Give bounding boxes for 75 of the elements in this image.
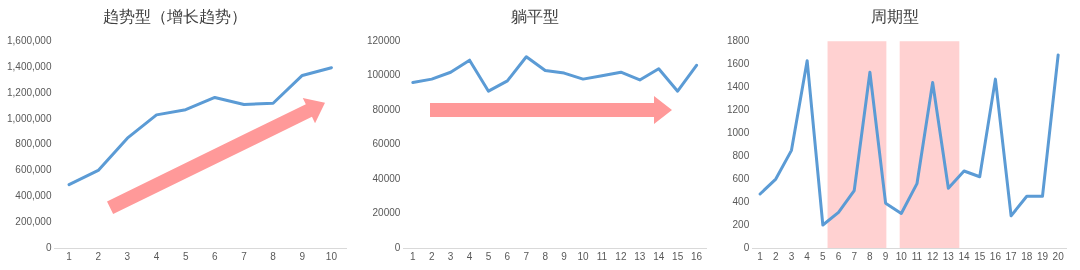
y-tick-label: 100000 [366, 69, 401, 81]
y-tick-label: 1,200,000 [6, 86, 52, 98]
x-tick-label: 19 [1036, 250, 1049, 262]
y-tick-label: 400,000 [15, 190, 52, 202]
y-tick-label: 1,400,000 [6, 60, 52, 72]
y-tick-label: 0 [45, 241, 52, 253]
y-tick-label: 400 [732, 195, 750, 207]
y-tick-label: 1000 [727, 126, 750, 138]
y-tick-label: 200,000 [15, 215, 52, 227]
x-tick-label: 10 [577, 250, 590, 262]
x-tick-label: 2 [428, 250, 435, 262]
x-tick-label: 13 [942, 250, 955, 262]
x-tick-label: 14 [653, 250, 665, 262]
y-tick-label: 0 [743, 241, 750, 253]
x-tick-label: 12 [927, 250, 939, 262]
x-tick-label: 1 [410, 250, 417, 262]
x-tick-label: 9 [561, 250, 568, 262]
x-tick-label: 7 [851, 250, 858, 262]
x-tick-label: 11 [911, 250, 923, 262]
y-tick-label: 1,000,000 [6, 112, 52, 124]
chart-title: 周期型 [871, 6, 919, 26]
x-tick-label: 5 [485, 250, 492, 262]
x-tick-label: 10 [895, 250, 908, 262]
x-tick-label: 18 [1021, 250, 1033, 262]
x-tick-label: 6 [835, 250, 842, 262]
y-tick-label: 800,000 [15, 138, 52, 150]
x-tick-label: 8 [542, 250, 549, 262]
x-tick-label: 2 [95, 250, 102, 262]
x-tick-label: 14 [958, 250, 971, 262]
y-tick-label: 600 [732, 172, 750, 184]
x-tick-label: 3 [447, 250, 454, 262]
x-tick-label: 10 [325, 250, 338, 262]
y-tick-label: 800 [732, 149, 750, 161]
x-tick-label: 20 [1052, 250, 1065, 262]
x-tick-label: 5 [820, 250, 827, 262]
y-tick-label: 80000 [372, 103, 401, 115]
y-tick-label: 600,000 [15, 164, 52, 176]
chart-title: 躺平型 [511, 6, 559, 26]
x-tick-label: 16 [690, 250, 703, 262]
x-tick-label: 1 [66, 250, 73, 262]
x-tick-label: 5 [182, 250, 189, 262]
x-tick-label: 9 [882, 250, 889, 262]
x-tick-label: 3 [124, 250, 131, 262]
x-tick-label: 2 [773, 250, 779, 262]
x-tick-label: 11 [596, 250, 608, 262]
x-tick-label: 1 [757, 250, 764, 262]
y-tick-label: 60000 [372, 138, 401, 150]
x-tick-label: 15 [672, 250, 684, 262]
y-tick-label: 1,600,000 [6, 34, 52, 46]
x-tick-label: 12 [615, 250, 627, 262]
x-tick-label: 4 [153, 250, 160, 262]
x-tick-label: 16 [989, 250, 1002, 262]
x-tick-label: 8 [270, 250, 277, 262]
y-tick-label: 1400 [727, 80, 750, 92]
x-tick-label: 13 [634, 250, 646, 262]
y-tick-label: 200 [732, 218, 750, 230]
y-tick-label: 0 [394, 241, 401, 253]
x-tick-label: 8 [867, 250, 874, 262]
y-tick-label: 1800 [727, 34, 750, 46]
x-tick-label: 4 [466, 250, 473, 262]
x-tick-label: 17 [1005, 250, 1018, 262]
x-tick-label: 7 [241, 250, 248, 262]
x-tick-label: 6 [212, 250, 219, 262]
x-tick-label: 4 [804, 250, 811, 262]
x-tick-label: 15 [974, 250, 986, 262]
y-tick-label: 40000 [372, 172, 401, 184]
y-tick-label: 1600 [727, 57, 750, 69]
y-tick-label: 1200 [727, 103, 750, 115]
y-tick-label: 20000 [372, 207, 401, 219]
x-tick-label: 3 [788, 250, 795, 262]
y-tick-label: 120000 [366, 34, 401, 46]
chart-title: 趋势型（增长趋势） [103, 6, 247, 26]
x-tick-label: 9 [299, 250, 306, 262]
x-tick-label: 7 [523, 250, 530, 262]
x-tick-label: 6 [504, 250, 511, 262]
